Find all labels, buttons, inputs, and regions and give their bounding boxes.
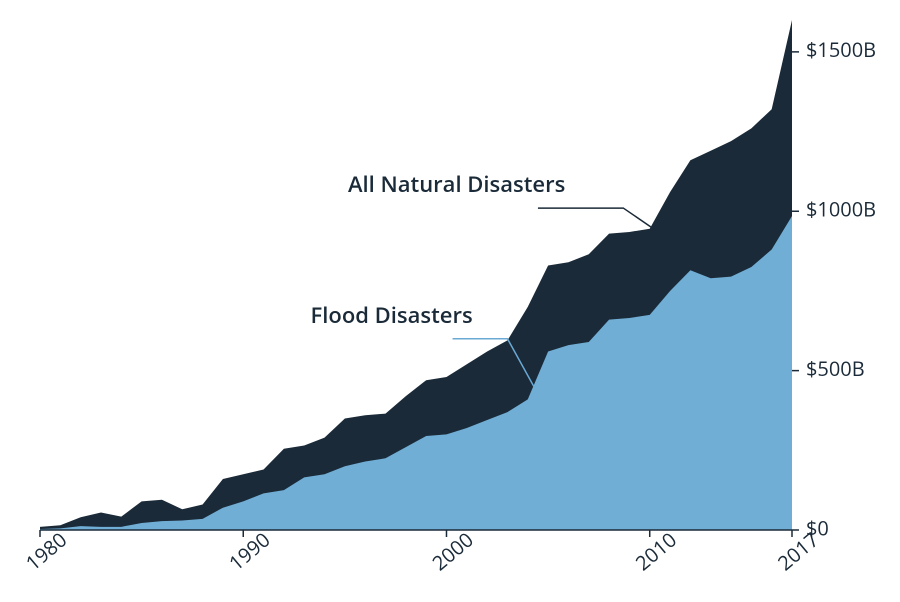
y-tick-label: $0	[806, 514, 829, 541]
x-tick-label: 2010	[630, 526, 682, 576]
y-tick-label: $1000B	[806, 196, 876, 223]
y-tick-label: $1500B	[806, 36, 876, 63]
flood_disasters-label: Flood Disasters	[311, 300, 473, 330]
x-tick-label: 1990	[223, 526, 275, 576]
disaster-cost-area-chart: 19801990200020102017$0$500B$1000B$1500BA…	[0, 0, 900, 602]
all_natural_disasters-label: All Natural Disasters	[348, 169, 565, 199]
all_natural_disasters-leader	[538, 208, 656, 230]
x-tick-label: 1980	[20, 526, 72, 576]
x-tick-label: 2000	[426, 526, 478, 576]
chart-svg: 19801990200020102017$0$500B$1000B$1500BA…	[0, 0, 900, 602]
y-tick-label: $500B	[806, 355, 865, 382]
